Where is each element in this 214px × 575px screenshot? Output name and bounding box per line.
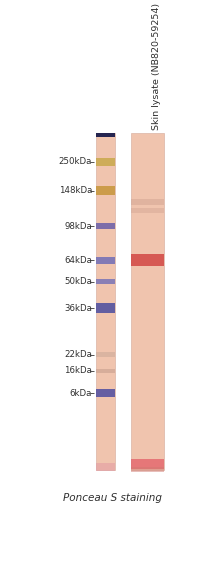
- Bar: [131, 208, 163, 213]
- Text: 98kDa: 98kDa: [64, 222, 92, 231]
- Text: Ponceau S staining: Ponceau S staining: [64, 493, 162, 504]
- Bar: [96, 159, 116, 166]
- Text: 50kDa: 50kDa: [64, 277, 92, 286]
- Bar: [96, 303, 116, 313]
- Bar: [96, 223, 116, 229]
- Bar: [96, 133, 116, 470]
- Text: 16kDa: 16kDa: [64, 366, 92, 375]
- Bar: [131, 467, 163, 472]
- Text: 36kDa: 36kDa: [64, 304, 92, 313]
- Bar: [131, 199, 163, 205]
- Bar: [96, 389, 116, 397]
- Bar: [131, 459, 163, 469]
- Text: 22kDa: 22kDa: [64, 350, 92, 359]
- Bar: [96, 463, 116, 472]
- Bar: [96, 369, 116, 373]
- Bar: [96, 133, 116, 137]
- Text: 6kDa: 6kDa: [70, 389, 92, 397]
- Bar: [96, 352, 116, 357]
- Bar: [131, 254, 163, 266]
- Bar: [96, 257, 116, 263]
- Bar: [96, 186, 116, 195]
- Bar: [131, 133, 163, 470]
- Text: 148kDa: 148kDa: [59, 186, 92, 196]
- Text: 64kDa: 64kDa: [64, 256, 92, 264]
- Text: 250kDa: 250kDa: [59, 158, 92, 167]
- Text: Skin lysate (NB820-59254): Skin lysate (NB820-59254): [152, 2, 160, 129]
- Bar: [96, 279, 116, 285]
